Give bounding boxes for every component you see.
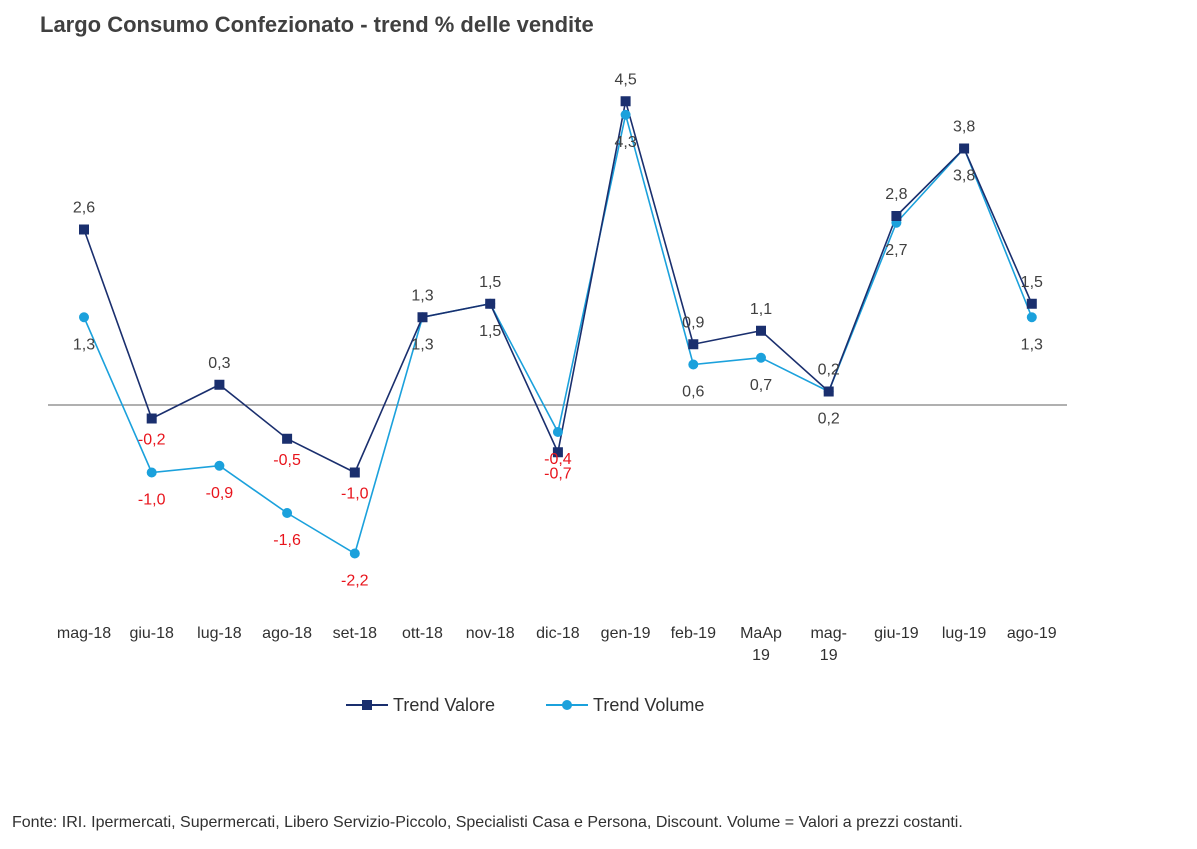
value-marker	[282, 433, 293, 444]
data-labels: 2,6 -0,2 0,3 -0,5 -1,0 1,3 1,5 -0,7 4,5 0,9 1,1 0,2…	[73, 71, 1043, 589]
x-tick-label: dic-18	[536, 625, 580, 642]
x-tick-label: MaAp 19	[740, 625, 782, 664]
value-marker	[146, 413, 157, 424]
x-tick-label: gen-19	[601, 625, 651, 642]
volume-data-label: 0,7	[750, 377, 772, 394]
series-line-0	[83, 101, 1033, 474]
chart-title: Largo Consumo Confezionato - trend % del…	[40, 12, 594, 37]
volume-data-label: 0,2	[818, 411, 840, 428]
value-data-label: -1,0	[341, 486, 369, 503]
legend-marker-circle	[562, 700, 572, 710]
value-marker	[688, 339, 699, 350]
value-data-label: 1,5	[1021, 274, 1043, 291]
x-tick-label: lug-19	[942, 625, 987, 642]
x-tick-label: giu-19	[874, 625, 919, 642]
value-data-label: -0,5	[273, 452, 301, 469]
value-data-label: 2,8	[885, 186, 907, 203]
legend: Trend Valore Trend Volume	[346, 695, 704, 715]
x-tick-label: giu-18	[129, 625, 174, 642]
legend-label: Trend Volume	[593, 695, 704, 715]
value-marker	[79, 224, 89, 235]
value-marker	[1026, 298, 1037, 309]
volume-data-label: 3,8	[953, 168, 975, 185]
volume-data-label: -0,9	[206, 485, 234, 502]
value-marker	[485, 298, 496, 309]
value-data-label: 1,1	[750, 301, 772, 318]
volume-marker	[620, 109, 631, 120]
legend-label: Trend Valore	[393, 695, 495, 715]
value-data-label: 2,6	[73, 200, 95, 217]
value-marker	[756, 325, 766, 336]
source-note: Fonte: IRI. Ipermercati, Supermercati, L…	[12, 814, 963, 831]
volume-marker	[688, 359, 699, 370]
value-marker	[891, 211, 902, 221]
volume-data-label: 4,3	[614, 134, 636, 151]
volume-marker	[349, 548, 360, 559]
value-marker	[552, 447, 563, 458]
x-tick-label: feb-19	[671, 625, 716, 642]
volume-data-label: -0,4	[544, 451, 572, 468]
volume-marker	[146, 467, 157, 478]
volume-data-label: 1,3	[1021, 336, 1043, 353]
series-markers	[79, 96, 1037, 559]
x-tick-label: lug-18	[197, 625, 242, 642]
x-tick-label: ago-18	[262, 625, 312, 642]
value-marker	[959, 143, 970, 154]
value-data-label: 3,8	[953, 119, 975, 136]
volume-data-label: -1,0	[138, 492, 166, 509]
value-marker	[620, 96, 631, 107]
volume-marker	[79, 312, 89, 323]
volume-data-label: -2,2	[341, 573, 369, 590]
value-marker	[214, 379, 225, 390]
volume-marker	[552, 427, 563, 437]
value-data-label: -0,7	[544, 465, 572, 482]
value-marker	[417, 312, 428, 323]
legend-marker-square	[362, 700, 372, 710]
x-tick-label: mag-18	[57, 625, 111, 642]
x-tick-label: nov-18	[466, 625, 515, 642]
value-data-label: 1,3	[411, 287, 433, 304]
value-marker	[349, 467, 360, 478]
volume-data-label: 2,7	[885, 242, 907, 259]
volume-data-label: 1,5	[479, 323, 501, 340]
volume-data-label: 1,3	[411, 336, 433, 353]
volume-data-label: 0,6	[682, 384, 704, 401]
x-tick-label: mag-19	[810, 625, 846, 664]
x-tick-label: set-18	[333, 625, 378, 642]
volume-data-label: 1,3	[73, 336, 95, 353]
value-data-label: 0,9	[682, 314, 704, 331]
value-data-label: 0,2	[818, 362, 840, 379]
volume-marker	[282, 508, 293, 518]
value-marker	[823, 386, 834, 397]
category-labels: mag-18 giu-18 lug-18 ago-18 set-18 ott-18 nov-…	[57, 625, 1057, 664]
volume-marker	[756, 352, 766, 363]
volume-marker	[1026, 312, 1037, 323]
value-data-label: 0,3	[208, 355, 230, 372]
volume-data-label: -1,6	[273, 532, 301, 549]
value-data-label: -0,2	[138, 432, 166, 449]
x-tick-label: ago-19	[1007, 625, 1057, 642]
value-data-label: 4,5	[614, 71, 636, 88]
x-tick-label: ott-18	[402, 625, 443, 642]
value-data-label: 1,5	[479, 274, 501, 291]
volume-marker	[214, 460, 225, 471]
